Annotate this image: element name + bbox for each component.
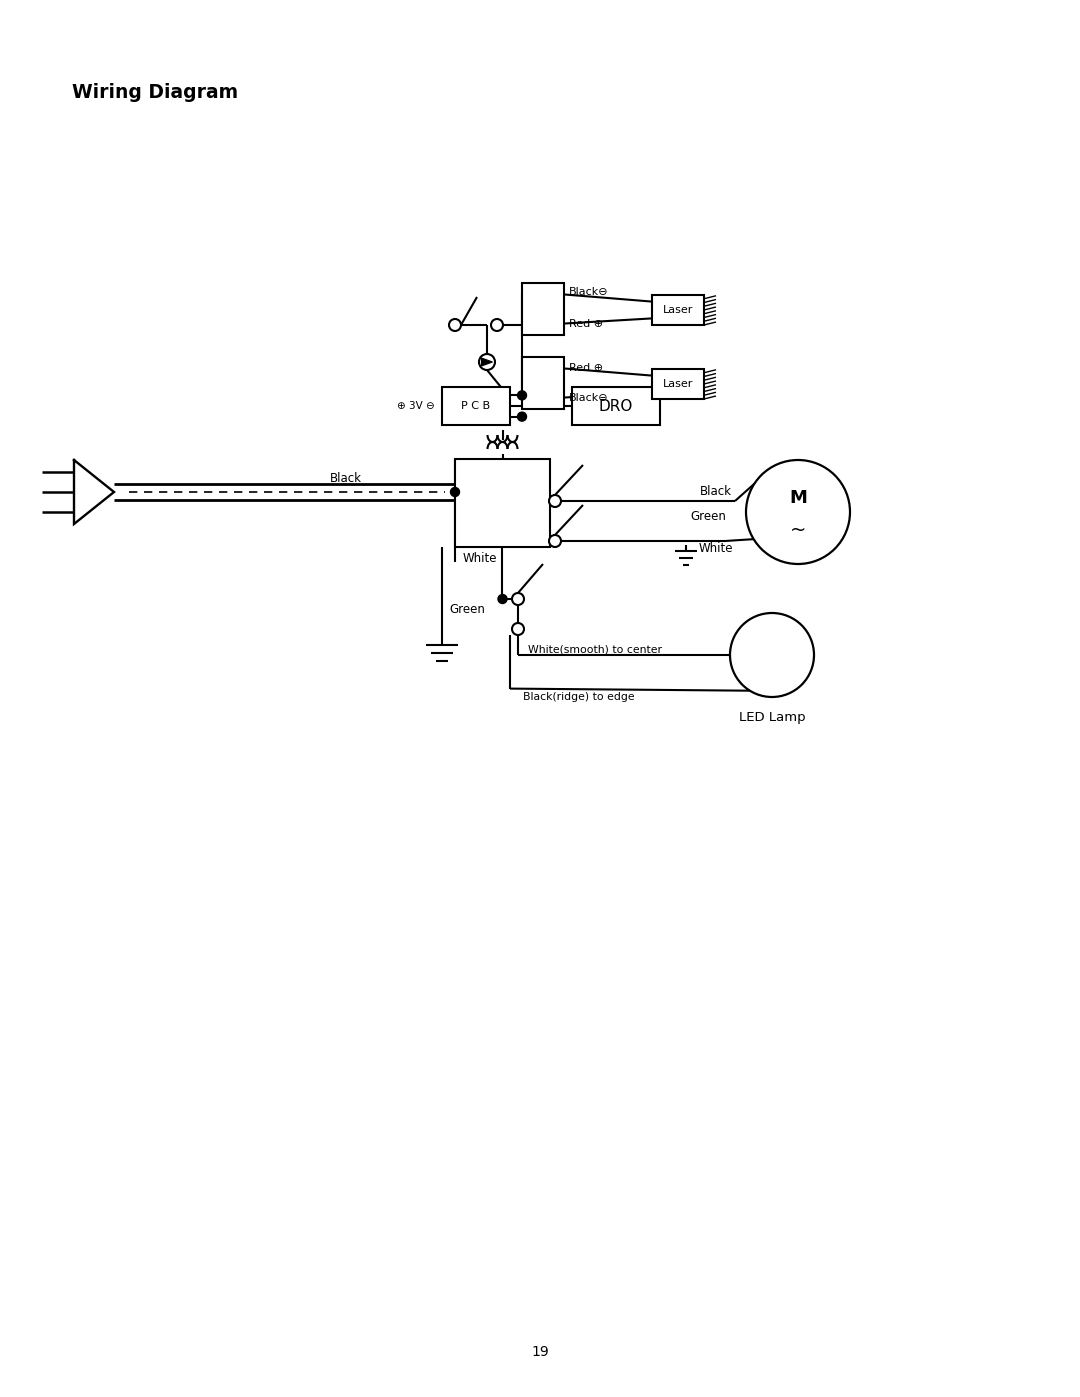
Circle shape [450, 488, 459, 496]
Text: Laser: Laser [663, 305, 693, 314]
Circle shape [512, 623, 524, 636]
Text: Green: Green [690, 510, 726, 524]
Circle shape [449, 319, 461, 331]
Text: Laser: Laser [663, 379, 693, 388]
Circle shape [730, 613, 814, 697]
Bar [652, 369, 704, 400]
Text: White: White [699, 542, 733, 555]
Circle shape [517, 412, 527, 420]
Text: Red ⊕: Red ⊕ [569, 363, 603, 373]
Text: White(smooth) to center: White(smooth) to center [528, 644, 662, 654]
Text: Green: Green [449, 602, 485, 616]
Text: DRO: DRO [598, 398, 633, 414]
Circle shape [498, 595, 507, 604]
Text: Black⊖: Black⊖ [569, 393, 609, 402]
Bar [522, 284, 564, 335]
Text: ~: ~ [789, 521, 806, 539]
Text: White: White [462, 552, 497, 566]
Text: Wiring Diagram: Wiring Diagram [72, 82, 238, 102]
Bar [455, 460, 550, 548]
Bar [522, 358, 564, 409]
Circle shape [512, 592, 524, 605]
Polygon shape [482, 358, 492, 366]
Text: ⊕ 3V ⊖: ⊕ 3V ⊖ [397, 401, 435, 411]
Circle shape [549, 535, 561, 548]
Text: P C B: P C B [461, 401, 490, 411]
Text: LED Lamp: LED Lamp [739, 711, 806, 724]
Circle shape [517, 391, 527, 400]
Circle shape [491, 319, 503, 331]
Text: Red ⊕: Red ⊕ [569, 319, 603, 328]
Text: M: M [789, 489, 807, 507]
Text: Black⊖: Black⊖ [569, 288, 609, 298]
Circle shape [480, 353, 495, 370]
Text: Black(ridge) to edge: Black(ridge) to edge [523, 692, 635, 701]
Circle shape [746, 460, 850, 564]
Text: Black: Black [700, 485, 732, 497]
Text: Black: Black [330, 472, 362, 486]
Bar [572, 387, 660, 425]
Bar [652, 295, 704, 326]
Circle shape [549, 495, 561, 507]
Bar [442, 387, 510, 425]
Text: 19: 19 [531, 1345, 549, 1359]
